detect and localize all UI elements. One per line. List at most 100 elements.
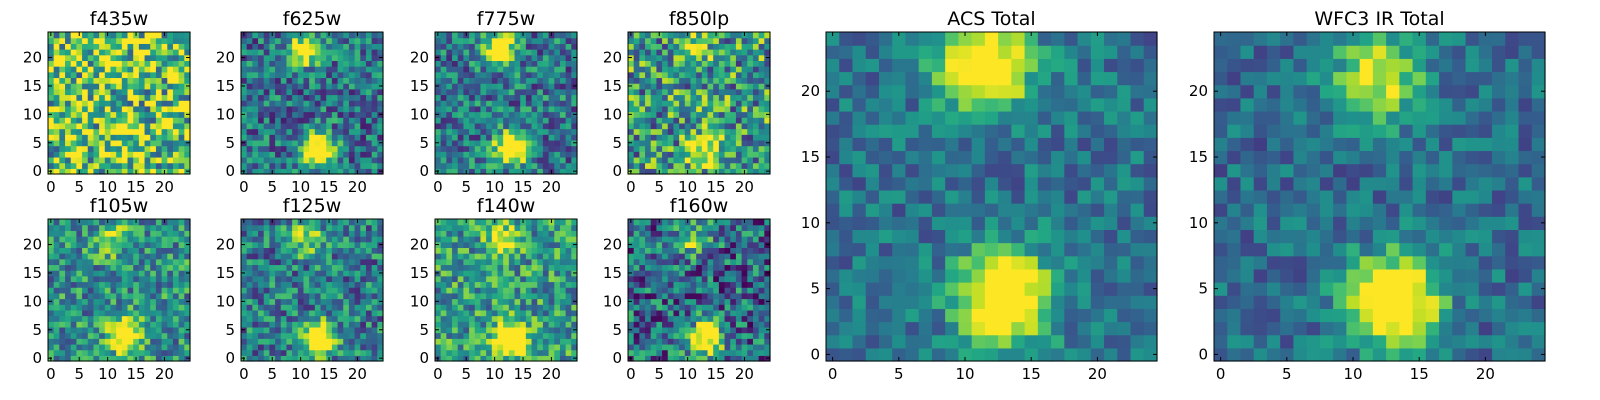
heatmap-cell	[741, 304, 748, 311]
heatmap-cell	[554, 338, 561, 345]
heatmap-cell	[673, 105, 680, 113]
heatmap-cell	[172, 43, 180, 50]
heatmap-cell	[508, 49, 516, 56]
heatmap-cell	[59, 275, 66, 283]
heatmap-cell	[690, 343, 697, 351]
heatmap-cell	[292, 309, 299, 317]
heatmap-cell	[440, 83, 447, 90]
heatmap-cell	[469, 139, 476, 147]
heatmap-cell	[127, 111, 134, 118]
heatmap-cell	[127, 332, 134, 339]
heatmap-cell	[93, 253, 100, 260]
heatmap-cell	[155, 37, 163, 44]
heatmap-cell	[348, 264, 356, 271]
heatmap-cell	[104, 275, 112, 283]
heatmap-cell	[565, 128, 572, 135]
heatmap-cell	[93, 60, 100, 67]
heatmap-cell	[82, 122, 89, 130]
heatmap-cell	[280, 247, 288, 254]
heatmap-cell	[138, 332, 146, 339]
heatmap-cell	[70, 326, 77, 334]
heatmap-cell	[684, 343, 692, 351]
heatmap-cell	[303, 338, 310, 345]
heatmap-cell	[269, 71, 276, 79]
heatmap-cell	[82, 134, 89, 141]
heatmap-cell	[667, 304, 675, 311]
heatmap-cell	[144, 111, 151, 118]
heatmap-cell	[752, 145, 760, 152]
heatmap-cell	[520, 145, 527, 152]
heatmap-cell	[486, 241, 493, 248]
heatmap-cell	[360, 43, 367, 50]
heatmap-cell	[343, 32, 350, 39]
heatmap-cell	[280, 105, 288, 113]
heatmap-cell	[348, 134, 356, 141]
heatmap-cell	[531, 145, 538, 152]
y-tick-label: 0	[225, 162, 235, 180]
heatmap-cell	[650, 281, 657, 288]
heatmap-cell	[76, 298, 83, 305]
heatmap-cell	[514, 236, 521, 243]
heatmap-cell	[309, 66, 316, 73]
heatmap-cell	[542, 315, 550, 322]
heatmap-cell	[286, 117, 293, 124]
heatmap-cell	[440, 321, 447, 328]
heatmap-cell	[371, 287, 378, 294]
heatmap-cell	[696, 117, 703, 124]
heatmap-cell	[354, 338, 361, 345]
heatmap-cell	[701, 105, 709, 113]
heatmap-cell	[76, 315, 83, 322]
heatmap-cell	[446, 338, 453, 345]
heatmap-cell	[463, 122, 470, 130]
heatmap-cell	[252, 343, 259, 351]
heatmap-cell	[525, 275, 533, 283]
heatmap-cell	[696, 88, 703, 96]
heatmap-cell	[514, 219, 521, 226]
heatmap-cell	[747, 111, 754, 118]
heatmap-cell	[133, 338, 140, 345]
heatmap-cell	[184, 100, 191, 107]
heatmap-cell	[138, 111, 146, 118]
heatmap-cell	[297, 111, 305, 118]
heatmap-cell	[537, 287, 544, 294]
heatmap-cell	[331, 134, 339, 141]
heatmap-cell	[331, 111, 339, 118]
heatmap-cell	[497, 37, 504, 44]
heatmap-cell	[531, 321, 538, 328]
heatmap-cell	[741, 128, 748, 135]
heatmap-cell	[331, 332, 339, 339]
heatmap-cell	[491, 117, 499, 124]
heatmap-cell	[144, 54, 151, 61]
heatmap-cell	[280, 122, 288, 130]
heatmap-cell	[480, 168, 487, 175]
heatmap-cell	[82, 258, 89, 266]
heatmap-cell	[764, 281, 771, 288]
heatmap-cell	[735, 66, 743, 73]
heatmap-cell	[656, 94, 663, 101]
heatmap-cell	[59, 338, 66, 345]
heatmap-cell	[309, 321, 316, 328]
heatmap-cell	[559, 298, 567, 305]
heatmap-cell	[662, 287, 669, 294]
heatmap-cell	[486, 151, 493, 158]
heatmap-cell	[326, 128, 333, 135]
heatmap-cell	[662, 281, 669, 288]
heatmap-cell	[87, 326, 95, 334]
heatmap-cell	[365, 66, 373, 73]
heatmap-cell	[662, 270, 669, 277]
heatmap-cell	[110, 139, 117, 147]
heatmap-cell	[280, 258, 288, 266]
heatmap-cell	[167, 168, 174, 175]
heatmap-cell	[764, 343, 771, 351]
heatmap-cell	[469, 145, 476, 152]
heatmap-cell	[87, 100, 95, 107]
heatmap-cell	[446, 236, 453, 243]
heatmap-cell	[155, 32, 163, 39]
heatmap-cell	[303, 94, 310, 101]
x-tick-label: 10	[485, 365, 504, 383]
heatmap-cell	[531, 247, 538, 254]
heatmap-cell	[752, 281, 760, 288]
heatmap-cell	[99, 292, 106, 300]
heatmap-cell	[554, 349, 561, 356]
panel-title: f105w	[90, 195, 149, 217]
